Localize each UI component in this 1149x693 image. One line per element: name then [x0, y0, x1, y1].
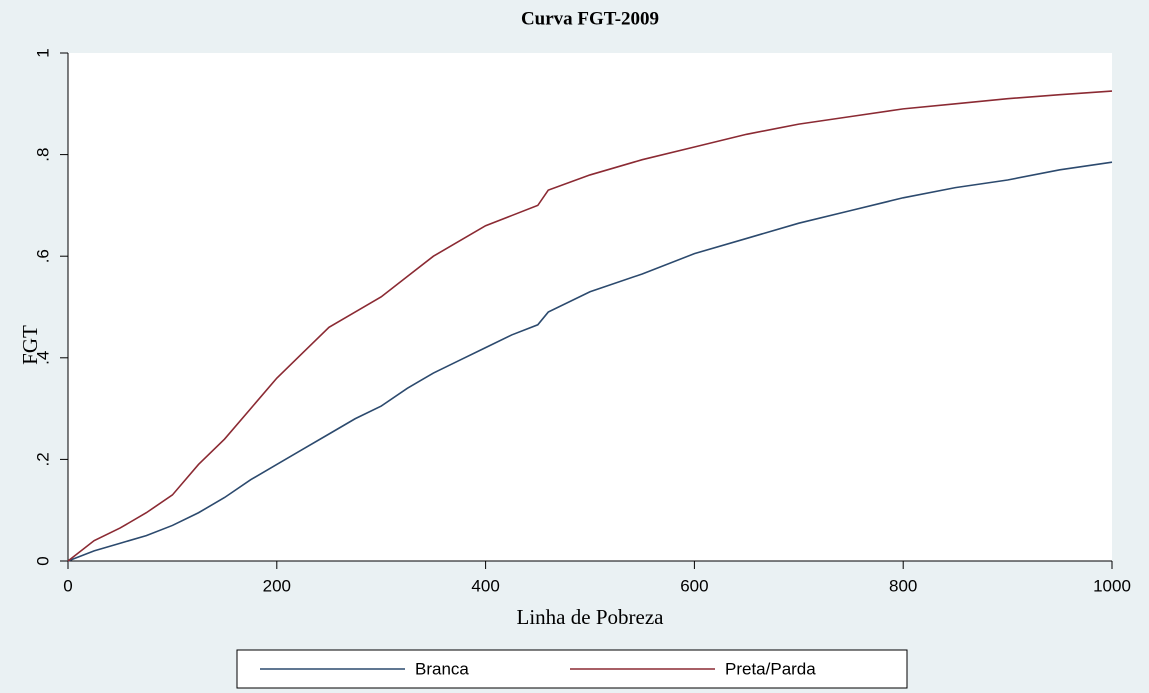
x-tick-label: 200	[263, 576, 291, 595]
y-tick-label: .6	[33, 249, 52, 263]
y-tick-label: .4	[33, 351, 52, 365]
y-axis-label: FGT	[18, 325, 42, 365]
y-tick-label: 0	[33, 556, 52, 565]
x-tick-label: 800	[889, 576, 917, 595]
legend-label: Preta/Parda	[725, 659, 816, 678]
x-tick-label: 600	[680, 576, 708, 595]
line-series	[67, 90, 1113, 562]
y-tick-label: 1	[33, 48, 52, 57]
y-tick-label: .8	[33, 148, 52, 162]
line-series	[67, 161, 1113, 562]
legend-label: Branca	[415, 659, 469, 678]
plot-area	[68, 53, 1112, 561]
x-tick-label: 0	[63, 576, 72, 595]
y-tick-label: .2	[33, 452, 52, 466]
x-tick-label: 400	[471, 576, 499, 595]
x-tick-label: 1000	[1093, 576, 1131, 595]
x-axis-label: Linha de Pobreza	[517, 605, 665, 629]
chart-title: Curva FGT-2009	[521, 8, 659, 29]
